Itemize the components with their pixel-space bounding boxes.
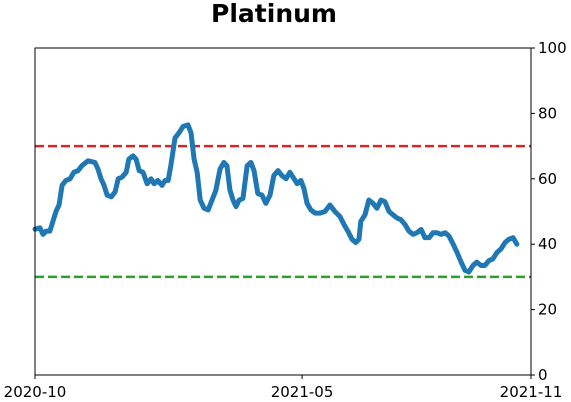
data-line <box>32 122 520 275</box>
x-tick-label: 2020-10 <box>4 383 67 401</box>
chart-title: Platinum <box>211 0 337 28</box>
y-tick-label: 20 <box>538 301 557 319</box>
y-tick-label: 60 <box>538 170 557 188</box>
y-tick-label: 0 <box>538 366 548 384</box>
plot-frame <box>34 47 532 376</box>
y-tick-label: 40 <box>538 235 557 253</box>
x-tick-label: 2021-05 <box>271 383 334 401</box>
y-tick-label: 100 <box>538 39 567 57</box>
y-tick-label: 80 <box>538 104 557 122</box>
x-tick-label: 2021-11 <box>500 383 563 401</box>
